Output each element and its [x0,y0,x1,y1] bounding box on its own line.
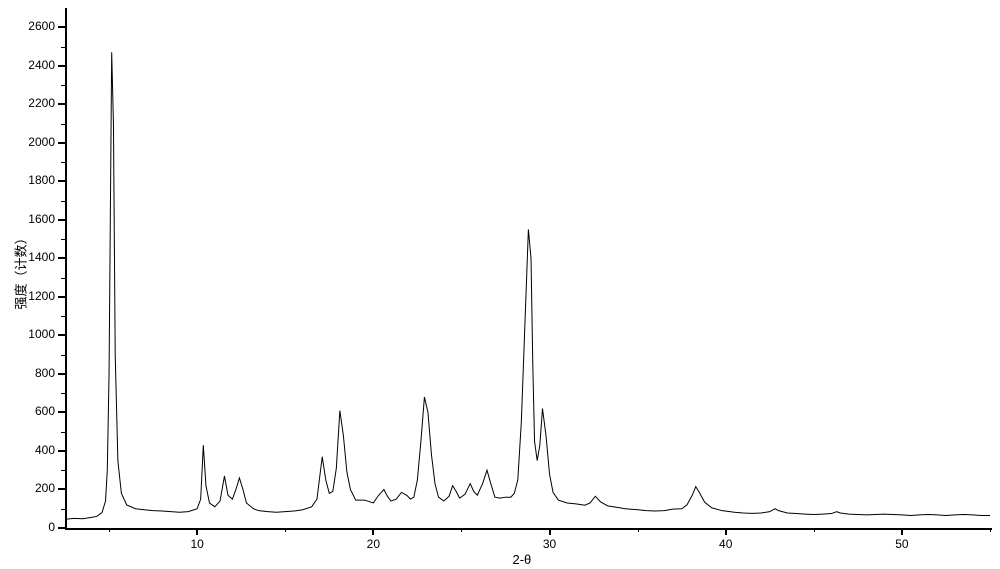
x-tick [196,528,198,535]
y-tick-minor [61,509,65,510]
y-tick-label: 800 [0,366,55,380]
y-tick [58,26,65,28]
y-tick-minor [61,432,65,433]
y-tick-minor [61,393,65,394]
y-tick-label: 1200 [0,289,55,303]
x-tick-label: 10 [182,537,212,551]
y-tick [58,103,65,105]
spectrum-line [0,0,1000,569]
y-tick [58,488,65,490]
y-tick [58,334,65,336]
y-tick-label: 400 [0,443,55,457]
x-tick-label: 40 [711,537,741,551]
x-tick [725,528,727,535]
y-tick-label: 0 [0,520,55,534]
x-tick-minor [285,528,286,532]
y-tick-label: 1600 [0,212,55,226]
y-tick-minor [61,278,65,279]
x-tick-minor [814,528,815,532]
x-tick-minor [638,528,639,532]
y-tick-label: 2400 [0,58,55,72]
y-tick [58,219,65,221]
y-tick-label: 1400 [0,250,55,264]
y-tick [58,65,65,67]
y-tick-minor [61,355,65,356]
x-tick [549,528,551,535]
y-tick-label: 2000 [0,135,55,149]
y-tick [58,411,65,413]
y-tick-label: 2200 [0,96,55,110]
x-tick-minor [461,528,462,532]
x-tick-label: 30 [535,537,565,551]
y-tick-label: 200 [0,481,55,495]
y-tick [58,142,65,144]
y-tick-label: 1800 [0,173,55,187]
y-tick-label: 2600 [0,19,55,33]
y-tick-minor [61,239,65,240]
y-tick-label: 1000 [0,327,55,341]
x-tick [901,528,903,535]
y-tick [58,373,65,375]
y-tick [58,450,65,452]
y-tick-minor [61,85,65,86]
x-tick-minor [109,528,110,532]
y-tick [58,296,65,298]
spectrum-polyline [65,52,990,519]
x-tick-label: 20 [358,537,388,551]
y-tick [58,527,65,529]
y-tick-minor [61,124,65,125]
x-tick-label: 50 [887,537,917,551]
y-tick-minor [61,470,65,471]
y-tick-minor [61,201,65,202]
x-tick [372,528,374,535]
y-tick-label: 600 [0,404,55,418]
y-tick-minor [61,162,65,163]
y-tick-minor [61,47,65,48]
x-tick-minor [990,528,991,532]
y-tick [58,257,65,259]
xrd-chart: 强度（计数） 2-θ 02004006008001000120014001600… [0,0,1000,569]
y-tick [58,180,65,182]
y-tick-minor [61,316,65,317]
